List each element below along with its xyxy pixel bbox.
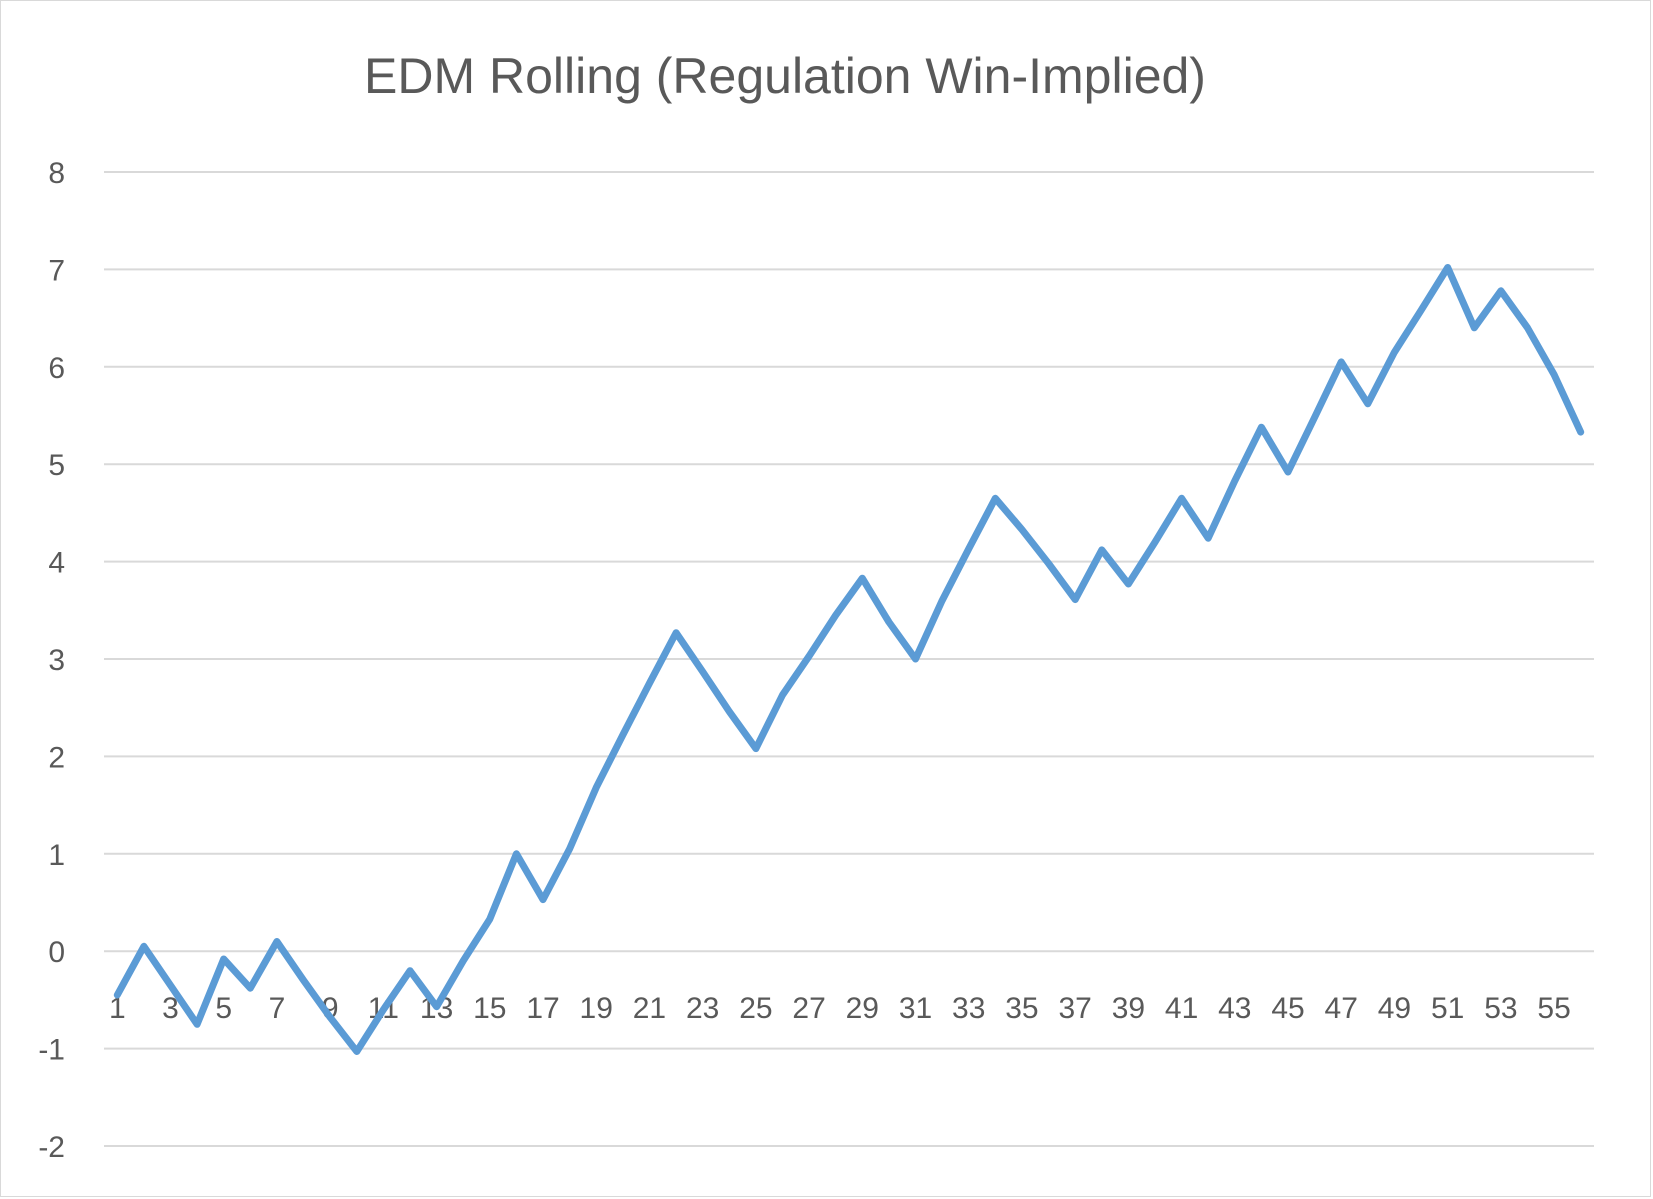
x-tick-label: 33: [952, 992, 985, 1025]
x-tick-label: 45: [1271, 992, 1304, 1025]
x-tick-label: 1: [109, 992, 126, 1025]
x-tick-label: 39: [1112, 992, 1145, 1025]
x-tick-label: 21: [633, 992, 666, 1025]
x-tick-label: 41: [1165, 992, 1198, 1025]
x-tick-label: 27: [792, 992, 825, 1025]
x-tick-label: 3: [162, 992, 179, 1025]
y-tick-label: 3: [48, 644, 65, 677]
y-tick-label: 5: [48, 449, 65, 482]
x-tick-label: 37: [1058, 992, 1091, 1025]
x-tick-label: 15: [473, 992, 506, 1025]
x-tick-label: 23: [686, 992, 719, 1025]
y-tick-label: 8: [48, 157, 65, 190]
x-tick-label: 51: [1431, 992, 1464, 1025]
x-tick-label: 31: [899, 992, 932, 1025]
y-tick-label: 0: [48, 936, 65, 969]
y-tick-label: 7: [48, 254, 65, 287]
x-tick-label: 43: [1218, 992, 1251, 1025]
series-layer: [113, 264, 1585, 1055]
x-tick-label: 25: [739, 992, 772, 1025]
y-tick-label: -2: [38, 1131, 65, 1164]
y-tick-label: -1: [38, 1034, 65, 1067]
x-tick-label: 55: [1537, 992, 1570, 1025]
y-axis-tick-labels: -2 -1 0 1 2 3 4 5 6 7 8: [38, 157, 65, 1164]
y-tick-label: 4: [48, 547, 65, 580]
x-tick-label: 17: [526, 992, 559, 1025]
x-tick-label: 53: [1484, 992, 1517, 1025]
x-tick-label: 47: [1325, 992, 1358, 1025]
x-tick-label: 5: [215, 992, 232, 1025]
x-tick-label: 49: [1378, 992, 1411, 1025]
x-tick-label: 29: [846, 992, 879, 1025]
series-line: [113, 264, 1585, 1055]
x-tick-label: 7: [269, 992, 286, 1025]
x-axis-tick-labels: 1 3 5 7 9 11 13 15 17 19 21 23 25 27 29 31 33 35 37 39 41 43 4…: [109, 992, 1571, 1025]
y-tick-label: 6: [48, 352, 65, 385]
chart-title: EDM Rolling (Regulation Win-Implied): [364, 48, 1206, 104]
y-tick-label: 2: [48, 741, 65, 774]
x-tick-label: 35: [1005, 992, 1038, 1025]
y-tick-label: 1: [48, 839, 65, 872]
x-tick-label: 19: [580, 992, 613, 1025]
